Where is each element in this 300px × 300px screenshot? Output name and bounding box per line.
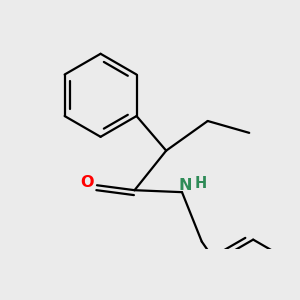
Text: O: O [80,175,94,190]
Text: N: N [178,178,192,193]
Text: H: H [195,176,207,191]
